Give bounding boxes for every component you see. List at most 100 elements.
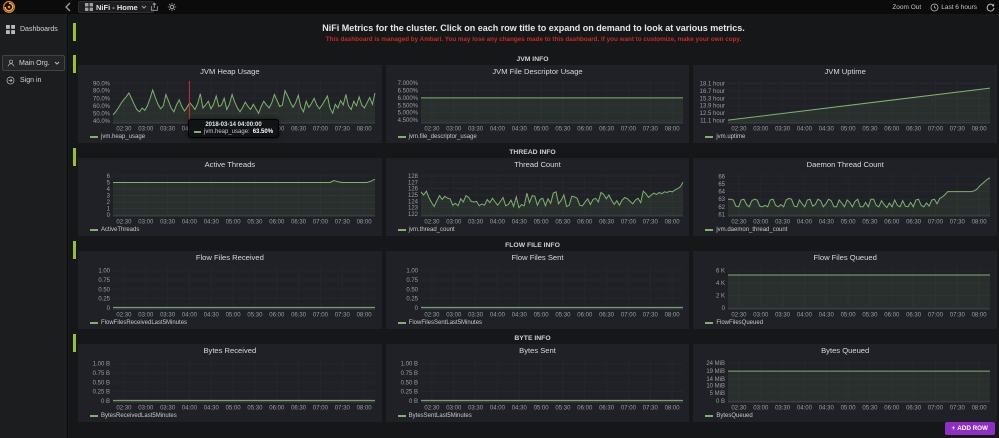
legend[interactable]: jvm.thread_count [388, 225, 688, 234]
legend-label: jvm.uptime [716, 133, 746, 140]
dashboard-title: NiFi - Home [96, 2, 138, 12]
panel-jvm-heap-usage: JVM Heap Usage 02:3003:0003:3004:0004:30… [78, 65, 382, 143]
legend[interactable]: FlowFilesQueued [695, 318, 995, 327]
svg-text:04:00: 04:00 [490, 220, 506, 226]
svg-text:2: 2 [107, 200, 111, 206]
panel-title[interactable]: Bytes Received [203, 346, 257, 355]
svg-text:08:00: 08:00 [357, 313, 373, 319]
share-icon[interactable] [146, 0, 162, 14]
legend[interactable]: BytesQueued [695, 411, 995, 420]
top-navbar: NiFi - Home Zoom Out Last 6 hours [0, 0, 999, 14]
row-title-jvm-info[interactable]: JVM INFO [516, 56, 549, 63]
sidebar-item-sign-in[interactable]: Sign in [0, 71, 67, 90]
panel-title[interactable]: Thread Count [514, 160, 561, 169]
svg-text:07:00: 07:00 [928, 220, 944, 226]
panel-title[interactable]: Bytes Queued [821, 346, 870, 355]
legend-label: ActiveThreads [101, 226, 140, 233]
svg-text:07:30: 07:30 [335, 406, 351, 412]
svg-text:07:30: 07:30 [335, 220, 351, 226]
row-accent-bar[interactable] [73, 148, 76, 166]
flow-files-sent-chart[interactable]: 02:30 03:00 03:30 04:00 04:30 05:00 05:30 06:00… [388, 264, 688, 319]
legend[interactable]: FlowFilesSentLast5Minutes [388, 318, 688, 327]
row-accent-bar[interactable] [73, 55, 76, 73]
svg-text:02:30: 02:30 [424, 220, 440, 226]
jvm-uptime-chart[interactable]: 02:30 03:00 03:30 04:00 04:30 05:00 05:30 06:00… [695, 78, 995, 133]
legend[interactable]: FlowFilesReceivedLast5Minutes [80, 318, 380, 327]
legend[interactable]: ActiveThreads [80, 225, 380, 234]
active-threads-chart[interactable]: 02:30 03:00 03:30 04:00 04:30 05:00 05:30 06:00… [80, 171, 380, 226]
gear-icon[interactable] [164, 0, 180, 14]
dashboard-title-button[interactable]: NiFi - Home [78, 1, 154, 13]
svg-text:2 K: 2 K [716, 294, 725, 300]
svg-text:08:00: 08:00 [357, 127, 373, 133]
panel-title[interactable]: JVM Heap Usage [200, 67, 260, 76]
legend-label: jvm.file_descriptor_usage [408, 133, 477, 140]
legend[interactable]: jvm.heap_usage [80, 132, 380, 141]
svg-text:03:30: 03:30 [468, 406, 484, 412]
sidebar: Dashboards Main Org. Sign in [0, 14, 68, 438]
panel-title[interactable]: JVM File Descriptor Usage [492, 67, 583, 76]
bytes-queued-chart[interactable]: 02:30 03:00 03:30 04:00 04:30 05:00 05:30 06:00… [695, 357, 995, 412]
svg-text:08:00: 08:00 [972, 127, 988, 133]
jvm-heap-usage-chart[interactable]: 02:3003:0003:3004:0004:3005:0005:3006:00… [80, 78, 380, 133]
svg-text:18.1 hour: 18.1 hour [700, 82, 725, 88]
bytes-received-chart[interactable]: 02:30 03:00 03:30 04:00 04:30 05:00 05:30 06:00… [80, 357, 380, 412]
tooltip-series-swatch [194, 131, 201, 133]
refresh-icon[interactable] [986, 3, 995, 12]
svg-text:0 B: 0 B [716, 399, 725, 405]
panel-title[interactable]: Active Threads [204, 160, 256, 169]
legend-swatch [90, 321, 98, 324]
svg-text:0: 0 [107, 213, 111, 219]
legend[interactable]: BytesSentLast5Minutes [388, 411, 688, 420]
svg-text:07:30: 07:30 [335, 313, 351, 319]
row-accent-bar[interactable] [73, 334, 76, 352]
svg-text:0.50 B: 0.50 B [93, 380, 110, 386]
panel-title[interactable]: Flow Files Sent [511, 253, 564, 262]
legend[interactable]: jvm.uptime [695, 132, 995, 141]
grafana-logo[interactable] [3, 1, 15, 13]
svg-text:0.50: 0.50 [98, 287, 110, 293]
flow-files-received-chart[interactable]: 02:30 03:00 03:30 04:00 04:30 05:00 05:30 06:00… [80, 264, 380, 319]
svg-text:6: 6 [107, 174, 111, 180]
svg-text:05:00: 05:00 [841, 220, 857, 226]
row-title-flow-file-info[interactable]: FLOW FILE INFO [505, 242, 560, 249]
svg-text:06:00: 06:00 [885, 127, 901, 133]
svg-text:13.9 hour: 13.9 hour [700, 104, 725, 110]
panel-title[interactable]: Bytes Sent [519, 346, 556, 355]
zoom-out-button[interactable]: Zoom Out [892, 3, 922, 11]
add-row-button[interactable]: + ADD ROW [944, 422, 995, 435]
row-accent-bar[interactable] [73, 23, 76, 41]
svg-text:127: 127 [408, 180, 419, 186]
svg-text:05:30: 05:30 [863, 220, 879, 226]
thread-count-chart[interactable]: 02:30 03:00 03:30 04:00 04:30 05:00 05:30 06:00… [388, 171, 688, 226]
panel-title[interactable]: JVM Uptime [824, 67, 866, 76]
row-title-byte-info[interactable]: BYTE INFO [514, 335, 551, 342]
daemon-thread-count-chart[interactable]: 02:30 03:00 03:30 04:00 04:30 05:00 05:30 06:00… [695, 171, 995, 226]
row-accent-bar[interactable] [73, 241, 76, 259]
svg-text:04:30: 04:30 [204, 406, 220, 412]
row-title-thread-info[interactable]: THREAD INFO [509, 149, 556, 156]
svg-text:0.50: 0.50 [406, 287, 418, 293]
jvm-file-descriptor-chart[interactable]: 02:30 03:00 03:30 04:00 04:30 05:00 05:30 06:00… [388, 78, 688, 133]
flow-files-queued-chart[interactable]: 02:30 03:00 03:30 04:00 04:30 05:00 05:30 06:00… [695, 264, 995, 319]
panel-title[interactable]: Daemon Thread Count [806, 160, 884, 169]
org-dropdown[interactable]: Main Org. [2, 55, 65, 71]
legend[interactable]: jvm.file_descriptor_usage [388, 132, 688, 141]
svg-text:65: 65 [719, 182, 726, 188]
bytes-sent-chart[interactable]: 02:30 03:00 03:30 04:00 04:30 05:00 05:30 06:00… [388, 357, 688, 412]
back-chevron-icon[interactable] [64, 0, 72, 14]
legend[interactable]: BytesReceivedLast5Minutes [80, 411, 380, 420]
panel-title[interactable]: Flow Files Queued [813, 253, 877, 262]
time-range-picker[interactable]: Last 6 hours [930, 3, 977, 12]
svg-text:03:00: 03:00 [138, 127, 154, 133]
legend-swatch [397, 414, 406, 417]
legend[interactable]: jvm.daemon_thread_count [695, 225, 995, 234]
svg-text:124: 124 [408, 199, 419, 205]
tooltip-value: 63.50% [252, 129, 274, 135]
svg-text:02:30: 02:30 [732, 127, 748, 133]
managed-warning: This dashboard is managed by Ambari. You… [325, 36, 742, 43]
svg-text:04:00: 04:00 [797, 127, 813, 133]
sidebar-item-dashboards[interactable]: Dashboards [0, 20, 67, 39]
panel-title[interactable]: Flow Files Received [195, 253, 264, 262]
svg-text:0.25 B: 0.25 B [93, 390, 110, 396]
